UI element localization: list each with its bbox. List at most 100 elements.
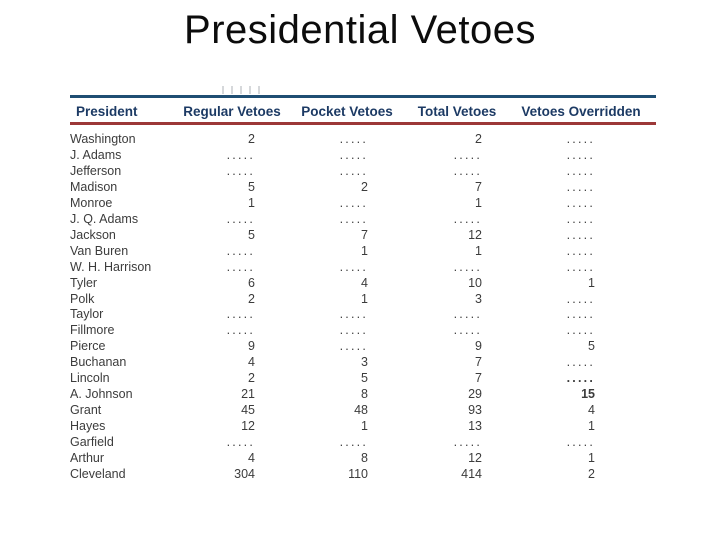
cell-total: 13 (468, 419, 482, 434)
table-row: Madison 5 2 7..... (70, 180, 595, 196)
table-row: Cleveland 304 110 414 2 (70, 467, 595, 483)
cell-president: Tyler (70, 275, 98, 290)
cell-pocket: 8 (361, 387, 368, 402)
cell-pocket: 5 (361, 371, 368, 386)
table-row: Jackson 5 7 12..... (70, 228, 595, 244)
table-row: Buchanan 4 3 7..... (70, 355, 595, 371)
cell-overridden: 2 (588, 467, 595, 482)
cell-regular: ..... (226, 211, 255, 226)
cell-regular: 21 (241, 387, 255, 402)
cell-total: 3 (475, 291, 482, 306)
cell-overridden: ..... (566, 179, 595, 194)
table-row: Tyler 6 4 10 1 (70, 276, 595, 292)
cell-president: Taylor (70, 307, 104, 322)
cell-pocket: ..... (339, 259, 368, 274)
cell-president: J. Adams (70, 147, 122, 162)
cell-pocket: ..... (339, 307, 368, 322)
cell-total: 12 (468, 227, 482, 242)
cell-president: Jefferson (70, 163, 122, 178)
cell-total: ..... (453, 163, 482, 178)
vetoes-data-grid: Washington 2..... 2..... J. Adams..........… (70, 132, 595, 483)
cell-regular: ..... (226, 259, 255, 274)
cell-overridden: 1 (588, 451, 595, 466)
cell-total: 2 (475, 132, 482, 146)
cell-overridden: 15 (581, 387, 595, 402)
table-row: Washington 2..... 2..... (70, 132, 595, 148)
cell-overridden: ..... (566, 211, 595, 226)
table-row: Grant 45 48 93 4 (70, 403, 595, 419)
cell-regular: ..... (226, 147, 255, 162)
cell-regular: 2 (248, 132, 255, 146)
cell-pocket: 1 (361, 243, 368, 258)
table-row: Hayes 12 1 13 1 (70, 419, 595, 435)
table-row: Pierce 9..... 9 5 (70, 339, 595, 355)
cell-pocket: 8 (361, 451, 368, 466)
cell-regular: 5 (248, 227, 255, 242)
cell-president: Fillmore (70, 323, 115, 338)
cell-pocket: 48 (354, 403, 368, 418)
cell-regular: 2 (248, 371, 255, 386)
cell-president: Hayes (70, 419, 106, 434)
cell-overridden: 1 (588, 419, 595, 434)
cell-pocket: 7 (361, 227, 368, 242)
cell-pocket: 3 (361, 355, 368, 370)
cell-president: Monroe (70, 195, 113, 210)
cell-total: 7 (475, 355, 482, 370)
cell-regular: 45 (241, 403, 255, 418)
column-header-regular-vetoes: Regular Vetoes (183, 104, 281, 119)
cell-pocket: ..... (339, 132, 368, 146)
table-header-rule (70, 122, 656, 125)
table-row: Van Buren..... 1 1..... (70, 244, 595, 260)
cell-regular: ..... (226, 163, 255, 178)
cell-total: ..... (453, 307, 482, 322)
cell-overridden: ..... (566, 435, 595, 450)
cell-pocket: ..... (339, 195, 368, 210)
cell-total: 12 (468, 451, 482, 466)
cell-pocket: 1 (361, 291, 368, 306)
cell-overridden: ..... (566, 291, 595, 306)
column-header-total-vetoes: Total Vetoes (417, 104, 497, 119)
column-header-president: President (76, 104, 138, 119)
cell-regular: 2 (248, 291, 255, 306)
cell-president: Jackson (70, 227, 116, 242)
cell-overridden: ..... (566, 227, 595, 242)
table-row: Polk 2 1 3..... (70, 292, 595, 308)
cell-total: ..... (453, 435, 482, 450)
cell-overridden: 5 (588, 339, 595, 354)
cell-total: 10 (468, 275, 482, 290)
cell-total: 1 (475, 243, 482, 258)
table-row: Arthur 4 8 12 1 (70, 451, 595, 467)
cell-total: ..... (453, 211, 482, 226)
cell-president: Arthur (70, 451, 105, 466)
cell-regular: 6 (248, 275, 255, 290)
cell-pocket: ..... (339, 339, 368, 354)
column-header-pocket-vetoes: Pocket Vetoes (301, 104, 393, 119)
cell-overridden: ..... (566, 355, 595, 370)
cell-president: Grant (70, 403, 102, 418)
cell-total: 93 (468, 403, 482, 418)
column-header-vetoes-overridden: Vetoes Overridden (521, 104, 641, 119)
cell-overridden: 1 (588, 275, 595, 290)
cell-regular: 5 (248, 179, 255, 194)
cell-total: 7 (475, 371, 482, 386)
table-row: W. H. Harrison.................... (70, 260, 595, 276)
table-row: Fillmore.................... (70, 323, 595, 339)
table-row: J. Q. Adams.................... (70, 212, 595, 228)
table-row: Monroe 1..... 1..... (70, 196, 595, 212)
cell-overridden: 4 (588, 403, 595, 418)
cell-president: A. Johnson (70, 387, 133, 402)
cell-total: 414 (461, 467, 482, 482)
cell-pocket: ..... (339, 147, 368, 162)
cell-pocket: 1 (361, 419, 368, 434)
cell-president: Garfield (70, 435, 114, 450)
cell-total: ..... (453, 147, 482, 162)
cell-regular: 9 (248, 339, 255, 354)
cell-overridden: ..... (566, 307, 595, 322)
table-body: Washington 2..... 2..... J. Adams..........… (70, 132, 595, 483)
cell-regular: 12 (241, 419, 255, 434)
cell-pocket: 2 (361, 179, 368, 194)
cell-regular: ..... (226, 435, 255, 450)
cell-total: 7 (475, 179, 482, 194)
table-row: A. Johnson 21 8 29 15 (70, 387, 595, 403)
